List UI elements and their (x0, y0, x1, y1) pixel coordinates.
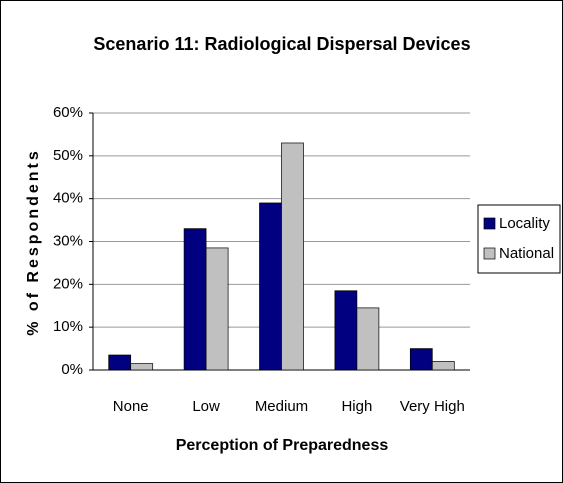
legend-label: National (499, 245, 554, 262)
legend-box (477, 204, 561, 274)
bar (431, 361, 455, 371)
x-tick-label: Very High (400, 398, 465, 415)
bar (205, 247, 229, 371)
y-axis-label: % of Respondents (25, 148, 42, 336)
x-tick-label: High (341, 398, 372, 415)
bar (281, 142, 304, 371)
y-tick-label: 30% (53, 232, 83, 249)
x-axis-label: Perception of Preparedness (176, 437, 389, 454)
bar (259, 202, 282, 371)
bar (130, 363, 154, 371)
y-tick-label: 10% (53, 318, 83, 335)
x-tick-label: Low (192, 398, 220, 415)
bar (183, 228, 207, 371)
y-tick-label: 60% (53, 104, 83, 121)
legend-swatch (483, 247, 496, 260)
chart-title: Scenario 11: Radiological Dispersal Devi… (93, 34, 470, 54)
x-tick-label: Medium (255, 398, 308, 415)
x-tick-label: None (113, 398, 149, 415)
y-tick-label: 50% (53, 147, 83, 164)
bar (356, 307, 380, 371)
y-tick-label: 0% (61, 361, 83, 378)
legend-swatch (483, 217, 496, 230)
y-tick-label: 40% (53, 190, 83, 207)
legend-label: Locality (499, 215, 550, 232)
bar (409, 348, 433, 371)
bar (334, 290, 358, 371)
bar (108, 354, 132, 371)
y-tick-label: 20% (53, 275, 83, 292)
